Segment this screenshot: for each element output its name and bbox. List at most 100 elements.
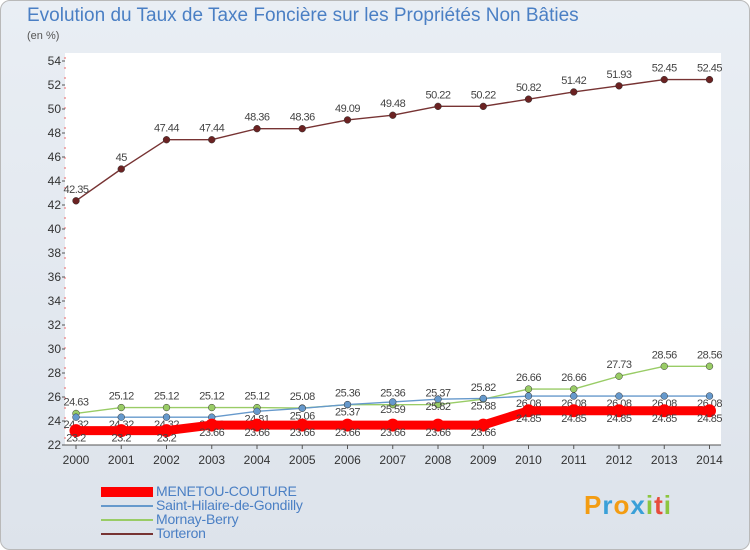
data-point <box>567 404 581 418</box>
data-point <box>114 424 128 438</box>
legend-swatch <box>101 505 153 507</box>
data-label: 25.08 <box>290 391 315 403</box>
data-label: 52.45 <box>697 63 722 75</box>
data-point <box>615 372 623 380</box>
data-point <box>476 418 490 432</box>
data-label: 25.36 <box>380 388 405 400</box>
x-tick-label: 2011 <box>561 453 587 467</box>
data-label: 50.82 <box>516 82 541 94</box>
data-point <box>705 362 714 370</box>
data-label: 23.2 <box>66 433 86 445</box>
y-tick-label: 54 <box>48 54 62 68</box>
data-point <box>162 136 171 144</box>
data-point <box>524 392 533 400</box>
data-label: 51.93 <box>606 69 631 81</box>
data-point <box>705 75 714 84</box>
data-label: 28.56 <box>652 349 677 361</box>
data-label: 25.12 <box>154 391 179 403</box>
data-point <box>69 424 83 438</box>
x-tick-label: 2003 <box>198 453 225 467</box>
data-label: 23.66 <box>380 427 405 439</box>
legend-label: Mornay-Berry <box>156 511 239 527</box>
data-point <box>253 125 261 133</box>
data-label: 25.82 <box>471 382 496 394</box>
y-tick-label: 24 <box>48 414 62 428</box>
data-point <box>250 418 264 432</box>
data-point <box>660 362 668 370</box>
data-point <box>386 418 400 432</box>
x-tick-label: 2014 <box>696 453 723 467</box>
y-tick-label: 30 <box>48 342 62 356</box>
data-point <box>253 407 261 415</box>
data-point <box>208 136 216 144</box>
data-label: 23.66 <box>244 427 269 439</box>
y-tick-label: 36 <box>48 270 62 284</box>
data-label: 25.37 <box>425 388 450 400</box>
y-tick-label: 44 <box>48 174 62 188</box>
data-point <box>431 418 445 432</box>
legend-label: Saint-Hilaire-de-Gondilly <box>156 497 303 513</box>
legend-label: MENETOU-COUTURE <box>156 483 297 499</box>
logo-letter: i <box>645 490 655 520</box>
y-tick-label: 28 <box>48 366 62 380</box>
y-tick-label: 22 <box>48 438 62 452</box>
x-tick-label: 2009 <box>470 453 497 467</box>
data-label: 25.82 <box>425 401 450 413</box>
data-point <box>117 413 125 421</box>
x-tick-label: 2008 <box>425 453 452 467</box>
logo-letter: P <box>584 490 603 520</box>
data-point <box>524 95 533 103</box>
data-point <box>208 403 216 412</box>
data-label: 28.56 <box>697 349 722 361</box>
data-point <box>298 404 306 412</box>
data-label: 25.12 <box>109 391 134 403</box>
x-tick-label: 2005 <box>289 453 316 467</box>
data-label: 49.09 <box>335 103 360 115</box>
data-point <box>703 404 716 418</box>
legend-swatch <box>101 533 153 535</box>
data-label: 23.2 <box>112 433 132 445</box>
data-label: 49.48 <box>380 98 405 110</box>
x-tick-label: 2012 <box>606 453 633 467</box>
logo-letter: o <box>613 490 631 520</box>
chart-subtitle: (en %) <box>27 30 60 42</box>
x-tick-label: 2004 <box>244 453 271 467</box>
data-point <box>434 102 442 111</box>
chart-title: Evolution du Taux de Taxe Foncière sur l… <box>27 5 579 26</box>
data-point <box>522 404 535 418</box>
data-label: 48.36 <box>244 112 269 124</box>
legend-swatch <box>101 519 153 521</box>
data-label: 47.44 <box>154 123 179 135</box>
data-point <box>343 116 352 124</box>
series-torteron: 42.35 45 47.44 47.44 48.36 48.36 49.09 49.48 50.… <box>63 63 723 205</box>
data-point <box>341 418 354 432</box>
data-label: 25.88 <box>471 400 496 412</box>
data-label: 25.12 <box>244 391 269 403</box>
data-point <box>434 395 442 403</box>
y-tick-label: 52 <box>48 78 62 92</box>
legend-label: Torteron <box>156 525 206 541</box>
data-label: 23.66 <box>335 427 360 439</box>
data-label: 25.59 <box>380 404 405 416</box>
data-point <box>524 385 533 393</box>
y-tick-label: 40 <box>48 222 62 236</box>
data-label: 23.66 <box>290 427 315 439</box>
data-point <box>657 404 671 418</box>
data-label: 42.35 <box>63 184 88 196</box>
data-point <box>570 88 578 96</box>
data-label: 50.22 <box>471 89 496 101</box>
data-label: 23.66 <box>425 427 450 439</box>
data-point <box>162 413 171 421</box>
y-tick-label: 26 <box>48 390 62 404</box>
data-point <box>162 403 171 412</box>
data-point <box>72 413 80 421</box>
y-tick-label: 46 <box>48 150 62 164</box>
y-tick-label: 38 <box>48 246 62 260</box>
data-point <box>570 392 578 400</box>
logo-letter: x <box>630 490 646 520</box>
data-point <box>389 111 397 119</box>
data-label: 24.85 <box>652 413 677 425</box>
data-point <box>479 394 487 403</box>
data-label: 25.36 <box>335 388 360 400</box>
